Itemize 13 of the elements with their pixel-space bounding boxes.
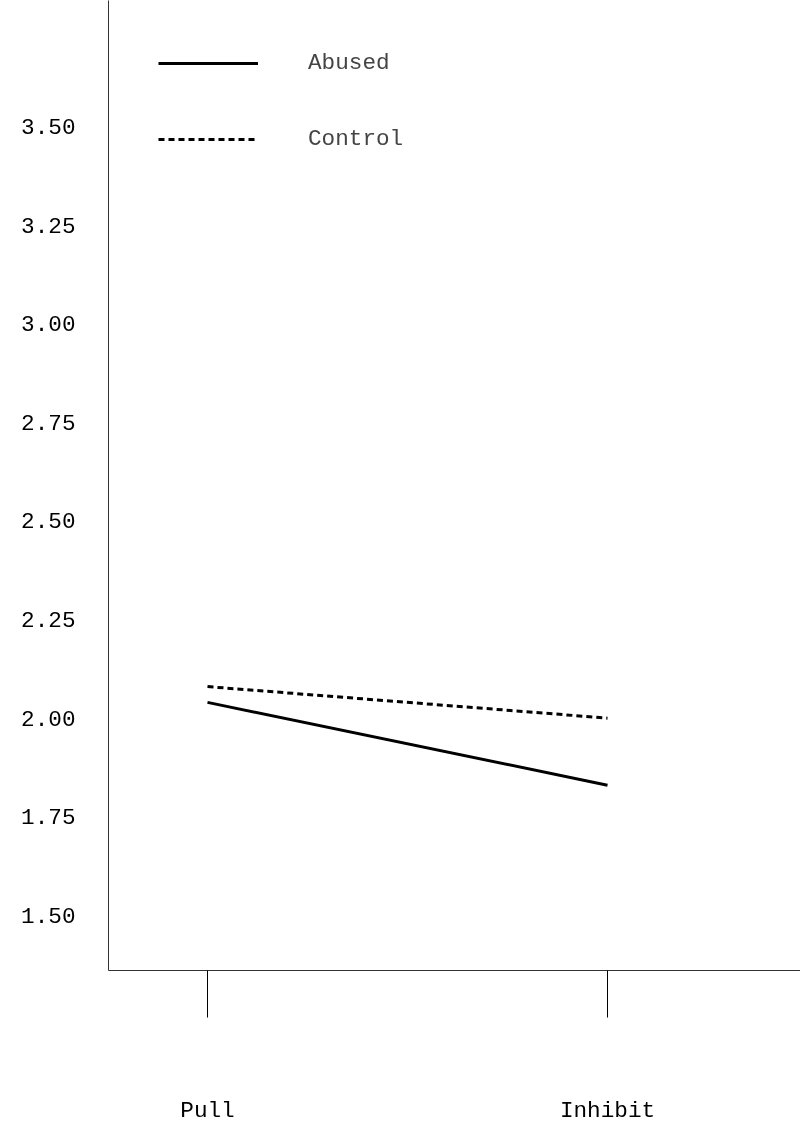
y-tick-label: 3.50 [21,115,76,142]
y-tick-label: 1.75 [21,805,76,832]
x-tick-label: Inhibit [559,1097,656,1124]
x-tick-label: Pull [180,1097,235,1124]
y-tick-label: 2.00 [21,706,76,733]
legend-label: Control [308,126,404,152]
legend-label: Abused [308,50,390,76]
y-tick-label: 1.50 [21,903,76,930]
y-tick-label: 2.25 [21,608,76,635]
y-tick-label: 2.75 [21,410,76,437]
y-tick-label: 3.25 [21,213,76,240]
y-tick-label: 2.50 [21,509,76,536]
y-tick-label: 3.00 [21,312,76,339]
